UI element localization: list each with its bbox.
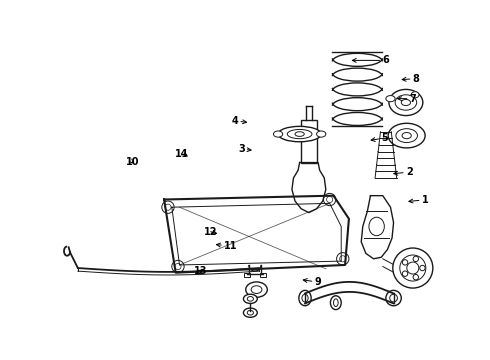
Ellipse shape — [401, 99, 411, 105]
Ellipse shape — [287, 130, 312, 139]
Circle shape — [323, 193, 336, 206]
Bar — [244, 273, 250, 277]
Ellipse shape — [295, 132, 304, 136]
Circle shape — [165, 204, 171, 210]
Circle shape — [413, 274, 418, 280]
Ellipse shape — [244, 294, 257, 303]
Text: 2: 2 — [394, 167, 413, 177]
Circle shape — [402, 260, 408, 265]
Circle shape — [402, 271, 408, 276]
Ellipse shape — [411, 92, 419, 98]
Ellipse shape — [388, 123, 425, 148]
Ellipse shape — [330, 296, 341, 310]
Text: 11: 11 — [217, 241, 238, 251]
Ellipse shape — [247, 310, 253, 315]
Circle shape — [337, 253, 349, 265]
Text: 5: 5 — [371, 133, 388, 143]
Ellipse shape — [396, 129, 417, 143]
Text: 6: 6 — [352, 55, 389, 66]
Circle shape — [386, 291, 401, 306]
Bar — [260, 273, 266, 277]
Ellipse shape — [299, 291, 311, 306]
Ellipse shape — [369, 217, 384, 236]
Circle shape — [162, 201, 174, 213]
Circle shape — [340, 256, 346, 262]
Circle shape — [407, 262, 419, 274]
Circle shape — [175, 264, 181, 270]
Ellipse shape — [402, 132, 411, 139]
Text: 10: 10 — [126, 157, 139, 167]
Text: 7: 7 — [397, 94, 416, 104]
Circle shape — [400, 255, 426, 281]
Circle shape — [390, 294, 397, 302]
Ellipse shape — [302, 294, 308, 302]
Text: 3: 3 — [238, 144, 251, 154]
Ellipse shape — [395, 95, 416, 110]
Text: 12: 12 — [204, 227, 218, 237]
Text: 9: 9 — [303, 277, 321, 287]
Ellipse shape — [251, 286, 262, 293]
Text: 4: 4 — [231, 116, 246, 126]
Ellipse shape — [278, 126, 321, 142]
Ellipse shape — [389, 89, 423, 116]
Circle shape — [413, 256, 418, 262]
Text: 8: 8 — [402, 74, 419, 84]
Ellipse shape — [273, 131, 283, 137]
Ellipse shape — [334, 299, 338, 306]
Circle shape — [420, 265, 425, 271]
Text: 14: 14 — [175, 149, 189, 159]
Ellipse shape — [244, 308, 257, 317]
Ellipse shape — [245, 282, 268, 297]
Circle shape — [327, 197, 333, 203]
Ellipse shape — [386, 95, 395, 102]
Ellipse shape — [247, 297, 253, 301]
Ellipse shape — [317, 131, 326, 137]
Bar — [301, 120, 317, 163]
Text: 1: 1 — [409, 195, 428, 205]
Circle shape — [172, 260, 184, 273]
Text: 13: 13 — [194, 266, 207, 276]
Circle shape — [393, 248, 433, 288]
